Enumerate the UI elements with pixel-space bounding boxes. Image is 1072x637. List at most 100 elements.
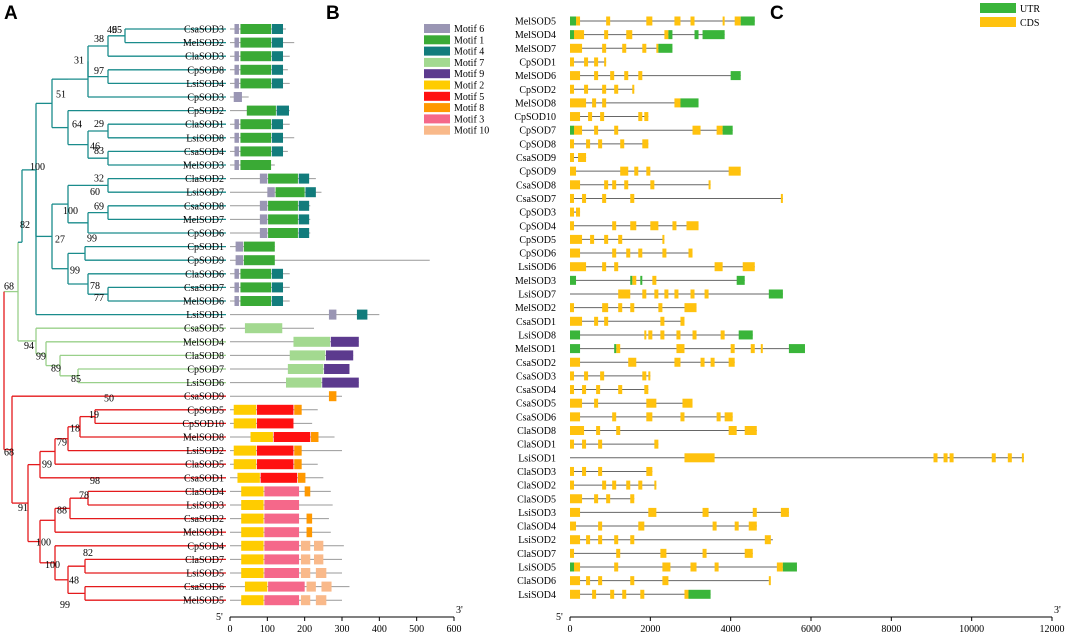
motif-6-box: [235, 255, 244, 266]
cds-exon: [624, 71, 629, 81]
cds-exon: [570, 480, 575, 490]
cds-exon: [943, 453, 948, 463]
cds-exon: [602, 98, 607, 108]
cds-exon: [602, 303, 609, 313]
motif-5-box: [256, 418, 294, 429]
cds-exon: [594, 71, 599, 81]
bootstrap-value: 31: [74, 55, 84, 66]
motif-1-box: [240, 37, 272, 48]
motif-axis-end: 3': [456, 605, 463, 616]
utr-exon: [694, 30, 699, 40]
motif-4-box: [271, 64, 284, 75]
cds-exon: [676, 330, 681, 340]
gene-taxon-label: CpSOD9: [519, 167, 556, 178]
cds-exon: [584, 84, 589, 94]
gene-taxon-label: LsiSOD1: [518, 453, 556, 464]
cds-exon: [734, 521, 739, 531]
cds-exon: [574, 125, 583, 135]
cds-exon: [576, 207, 581, 217]
gene-taxon-label: ClaSOD1: [517, 440, 556, 451]
bootstrap-value: 46: [107, 25, 117, 36]
cds-exon: [614, 84, 619, 94]
cds-exon: [586, 535, 591, 545]
cds-exon: [570, 153, 575, 162]
motif-3-box: [264, 527, 300, 538]
cds-exon: [570, 71, 581, 81]
motif-3-box: [264, 568, 300, 578]
gene-structure-panel: MelSOD5 MelSOD4 MelSOD7 CpSOD1 MelSOD6 CpSOD2…: [514, 16, 1065, 635]
taxon-label: CpSOD3: [187, 93, 224, 104]
taxon-label: LsiSOD4: [186, 79, 224, 90]
cds-exon: [642, 43, 647, 53]
motif-6-box: [233, 92, 242, 102]
cds-exon: [598, 439, 603, 449]
cds-exon: [584, 57, 589, 67]
cds-exon: [582, 193, 587, 203]
cds-exon: [604, 180, 609, 190]
cds-exon: [612, 412, 617, 422]
motif-2-box: [241, 595, 264, 606]
motif-2-box: [233, 445, 257, 456]
motif-2-box: [241, 513, 264, 524]
cds-exon: [632, 84, 635, 94]
bootstrap-value: 100: [36, 538, 51, 549]
motif-2-box: [237, 472, 260, 483]
motif-6-box: [234, 132, 239, 143]
motif-10-box: [314, 540, 324, 551]
motif-axis-tick-label: 200: [297, 624, 312, 635]
cds-exon: [600, 371, 605, 381]
gene-taxon-label: LsiSOD3: [518, 508, 556, 519]
motif-axis-tick-label: 0: [228, 624, 233, 635]
motif-5-box: [256, 445, 294, 456]
motif-panel: 0 100 200 300 400 500 600 5' 3': [216, 24, 463, 635]
taxon-label: ClaSOD5: [185, 460, 224, 471]
motif-10-box: [315, 568, 327, 578]
taxon-label: ClaSOD4: [185, 487, 224, 498]
cds-exon: [570, 494, 583, 504]
cds-exon: [642, 371, 647, 381]
cds-exon: [654, 439, 659, 449]
cds-exon: [570, 357, 581, 367]
motif-legend-label: Motif 7: [454, 58, 484, 69]
motif-legend-swatch: [424, 24, 450, 33]
cds-exon: [710, 357, 715, 367]
cds-exon: [570, 576, 581, 586]
utr-exon: [736, 275, 745, 285]
cds-exon: [664, 289, 669, 299]
motif-1-box: [243, 255, 275, 266]
taxon-label: CpSOD5: [187, 405, 224, 416]
taxon-label: CsaSOD9: [184, 392, 224, 403]
cds-exon: [646, 466, 653, 476]
taxon-label: LsiSOD5: [186, 569, 224, 580]
cds-exon: [742, 262, 755, 272]
cds-exon: [570, 385, 575, 395]
motif-8-box: [304, 486, 311, 497]
motif-1-box: [243, 241, 275, 252]
motif-6-box: [234, 78, 239, 89]
cds-legend-label: CDS: [1020, 18, 1039, 29]
bootstrap-value: 83: [94, 146, 104, 157]
taxon-label: CpSOD2: [187, 106, 224, 117]
cds-exon: [578, 153, 587, 162]
cds-exon: [704, 289, 709, 299]
motif-axis-tick-label: 400: [372, 624, 387, 635]
cds-exon: [730, 344, 735, 354]
cds-exon: [676, 344, 685, 354]
cds-exon: [604, 57, 607, 67]
cds-exon: [586, 576, 591, 586]
cds-exon: [674, 289, 679, 299]
bootstrap-value: 18: [70, 424, 80, 435]
cds-exon: [618, 385, 623, 395]
gene-taxon-label: ClaSOD2: [517, 481, 556, 492]
motif-1-box: [240, 146, 272, 157]
gene-taxon-label: ClaSOD7: [517, 549, 556, 560]
cds-exon: [630, 221, 637, 231]
cds-exon: [594, 316, 599, 326]
cds-exon: [702, 507, 709, 517]
cds-exon: [638, 521, 645, 531]
motif-6-box: [267, 187, 275, 198]
motif-2-box: [241, 527, 264, 538]
cds-exon: [596, 385, 601, 395]
cds-exon: [582, 466, 587, 476]
utr-exon: [680, 98, 699, 108]
